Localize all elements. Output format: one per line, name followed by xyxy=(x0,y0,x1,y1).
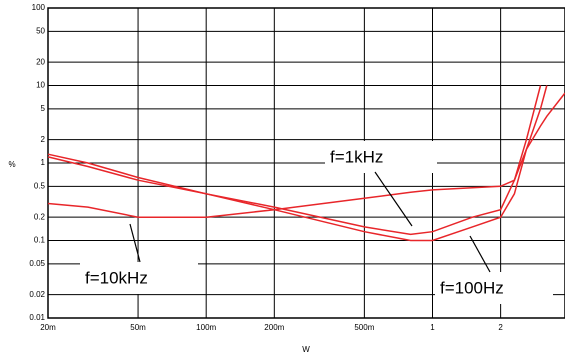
arrow xyxy=(374,171,413,227)
x-tick-label: 50m xyxy=(130,323,146,332)
curve-label: f=1kHz xyxy=(330,147,383,166)
y-tick-label: 10 xyxy=(36,81,45,90)
x-tick-label: 2 xyxy=(498,323,503,332)
arrow xyxy=(469,235,491,273)
curve-label: f=10kHz xyxy=(85,268,148,287)
series-line xyxy=(47,85,542,218)
y-tick-label: 1 xyxy=(41,158,46,167)
y-tick-label: 20 xyxy=(36,57,45,66)
annotations: f=1kHz f=10kHz f=100Hz xyxy=(80,141,553,304)
x-tick-label: 200m xyxy=(264,323,284,332)
x-axis-label: W xyxy=(302,345,310,354)
y-tick-label: 100 xyxy=(32,3,46,12)
y-tick-label: 0.02 xyxy=(29,290,45,299)
x-tick-label: 500m xyxy=(354,323,374,332)
y-tick-label: 0.05 xyxy=(29,259,45,268)
series-line xyxy=(47,92,565,236)
y-tick-label: 5 xyxy=(41,104,46,113)
label-box xyxy=(435,272,553,304)
y-tick-label: 0.5 xyxy=(34,181,46,190)
y-tick-label: 50 xyxy=(36,26,45,35)
x-tick-label: 1 xyxy=(430,323,435,332)
label-box xyxy=(325,141,437,173)
y-tick-label: 2 xyxy=(41,135,46,144)
arrow xyxy=(129,223,141,263)
curve-label: f=100Hz xyxy=(440,278,504,297)
y-tick-label: 0.2 xyxy=(34,212,46,221)
y-axis-label: % xyxy=(8,160,15,169)
y-tick-label: 0.01 xyxy=(29,313,45,322)
x-tick-label: 100m xyxy=(196,323,216,332)
label-box xyxy=(80,262,198,294)
x-tick-label: 20m xyxy=(40,323,56,332)
y-tick-label: 0.1 xyxy=(34,236,46,245)
series-line xyxy=(47,85,548,242)
